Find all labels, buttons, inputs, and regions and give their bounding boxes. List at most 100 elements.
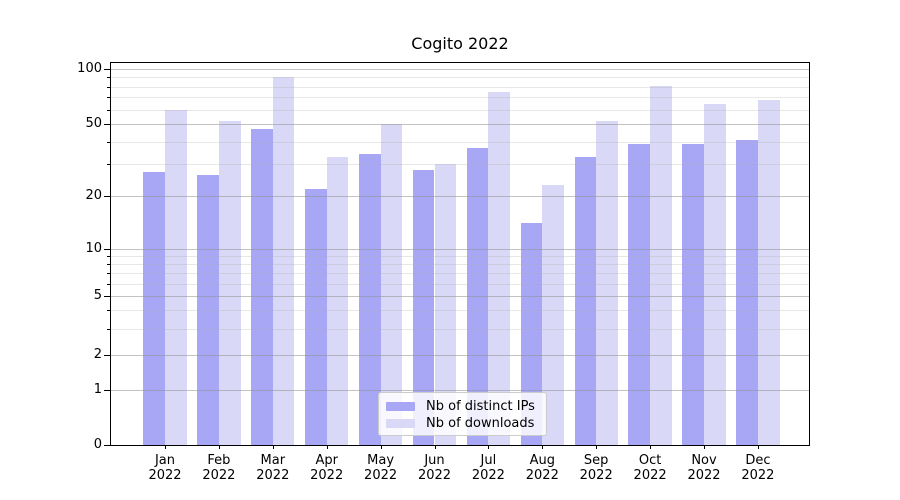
y-axis-spine	[110, 62, 111, 446]
gridline-major-1	[111, 390, 809, 391]
x-tick-mark-jul	[488, 445, 490, 449]
right-spine	[809, 62, 810, 446]
month-label: Sep	[583, 453, 609, 468]
x-tick-mark-aug	[542, 445, 544, 449]
y-tick-mark-1	[104, 390, 110, 391]
x-axis-tick-label-dec: Dec 2022	[730, 453, 786, 483]
month-label: Apr	[315, 453, 338, 468]
month-label: Mar	[260, 453, 286, 468]
gridline-minor-6	[111, 283, 809, 285]
x-axis-spine	[110, 445, 810, 446]
x-tick-mark-nov	[704, 445, 705, 449]
gridline-minor-80	[111, 86, 809, 88]
month-label: Nov	[691, 453, 717, 468]
bar-nb-of-downloads-sep	[596, 120, 618, 445]
legend-item-nb-of-distinct-ips: Nb of distinct IPs	[386, 398, 538, 414]
x-tick-mark-sep	[596, 445, 598, 449]
y-minor-tick-mark-9	[107, 256, 110, 258]
legend-item-nb-of-downloads: Nb of downloads	[386, 415, 538, 431]
bar-nb-of-downloads-mar	[272, 76, 295, 445]
gridline-major-2	[111, 355, 809, 356]
y-axis-tick-label-50: 50	[85, 116, 102, 131]
y-tick-mark-5	[104, 296, 110, 297]
bar-nb-of-distinct-ips-mar	[251, 128, 273, 445]
year-label: 2022	[364, 468, 398, 483]
x-axis-tick-label-jul: Jul 2022	[460, 453, 516, 483]
legend-label: Nb of distinct IPs	[426, 398, 535, 414]
year-label: 2022	[471, 468, 505, 483]
y-minor-tick-mark-80	[107, 86, 110, 88]
year-label: 2022	[579, 468, 613, 483]
gridline-minor-60	[111, 109, 809, 111]
bar-nb-of-distinct-ips-oct	[628, 143, 651, 445]
y-axis-tick-label-0: 0	[93, 437, 102, 452]
gridline-minor-40	[111, 141, 809, 143]
x-axis-tick-label-apr: Apr 2022	[299, 453, 355, 483]
gridline-minor-7	[111, 273, 809, 275]
gridline-minor-90	[111, 77, 809, 79]
month-label: Jun	[424, 453, 445, 468]
x-axis-tick-label-jan: Jan 2022	[137, 453, 193, 483]
year-label: 2022	[525, 468, 559, 483]
bar-nb-of-distinct-ips-nov	[682, 143, 704, 445]
month-label: Jan	[154, 453, 176, 468]
gridline-major-10	[111, 249, 809, 250]
year-label: 2022	[202, 468, 236, 483]
gridline-minor-70	[111, 97, 809, 99]
x-tick-mark-jun	[434, 445, 436, 449]
y-minor-tick-mark-90	[107, 77, 110, 79]
y-axis-tick-label-2: 2	[93, 347, 102, 362]
year-label: 2022	[741, 468, 775, 483]
legend: Nb of distinct IPs Nb of downloads	[378, 392, 547, 436]
y-minor-tick-mark-40	[107, 141, 110, 143]
bar-nb-of-distinct-ips-dec	[736, 139, 758, 445]
month-label: Aug	[529, 453, 555, 468]
bars-layer	[110, 62, 810, 445]
y-minor-tick-mark-4	[107, 310, 110, 312]
gridline-major-5	[111, 296, 809, 297]
gridline-minor-30	[111, 164, 809, 166]
bar-nb-of-downloads-feb	[218, 120, 241, 445]
x-tick-mark-mar	[272, 445, 274, 449]
y-tick-mark-10	[104, 249, 110, 250]
legend-color-swatch-nb-of-distinct-ips	[386, 401, 415, 411]
x-tick-mark-may	[380, 445, 382, 449]
y-minor-tick-mark-8	[107, 264, 110, 266]
y-axis-tick-label-1: 1	[93, 382, 102, 397]
year-label: 2022	[148, 468, 182, 483]
grid-layer	[110, 62, 810, 445]
gridline-minor-3	[111, 328, 809, 330]
y-tick-mark-2	[104, 355, 110, 356]
plot-area	[110, 62, 810, 445]
x-axis-tick-label-nov: Nov 2022	[676, 453, 732, 483]
y-axis-tick-label-5: 5	[93, 288, 102, 303]
x-axis-tick-label-feb: Feb 2022	[191, 453, 247, 483]
month-label: May	[367, 453, 395, 468]
y-tick-mark-0	[104, 445, 110, 446]
bar-nb-of-downloads-apr	[326, 156, 349, 445]
x-tick-mark-apr	[326, 445, 328, 449]
bar-nb-of-distinct-ips-jan	[143, 172, 165, 445]
y-minor-tick-mark-70	[107, 97, 110, 99]
x-axis-tick-label-mar: Mar 2022	[245, 453, 301, 483]
bar-nb-of-distinct-ips-feb	[197, 175, 219, 445]
year-label: 2022	[310, 468, 344, 483]
bar-nb-of-downloads-jan	[165, 109, 187, 445]
gridline-minor-8	[111, 264, 809, 266]
legend-color-swatch-nb-of-downloads	[386, 418, 415, 428]
x-tick-mark-jan	[165, 445, 166, 449]
bar-nb-of-downloads-oct	[650, 85, 672, 445]
month-label: Jul	[480, 453, 497, 468]
y-axis-tick-label-20: 20	[85, 188, 102, 203]
y-minor-tick-mark-30	[107, 164, 110, 166]
month-label: Feb	[207, 453, 231, 468]
x-tick-mark-oct	[650, 445, 652, 449]
bar-nb-of-distinct-ips-apr	[305, 188, 327, 445]
y-tick-mark-20	[104, 196, 110, 197]
x-axis-tick-label-may: May 2022	[353, 453, 409, 483]
x-axis-tick-label-oct: Oct 2022	[622, 453, 678, 483]
gridline-major-100	[111, 69, 809, 70]
month-label: Oct	[638, 453, 662, 468]
month-label: Dec	[745, 453, 771, 468]
